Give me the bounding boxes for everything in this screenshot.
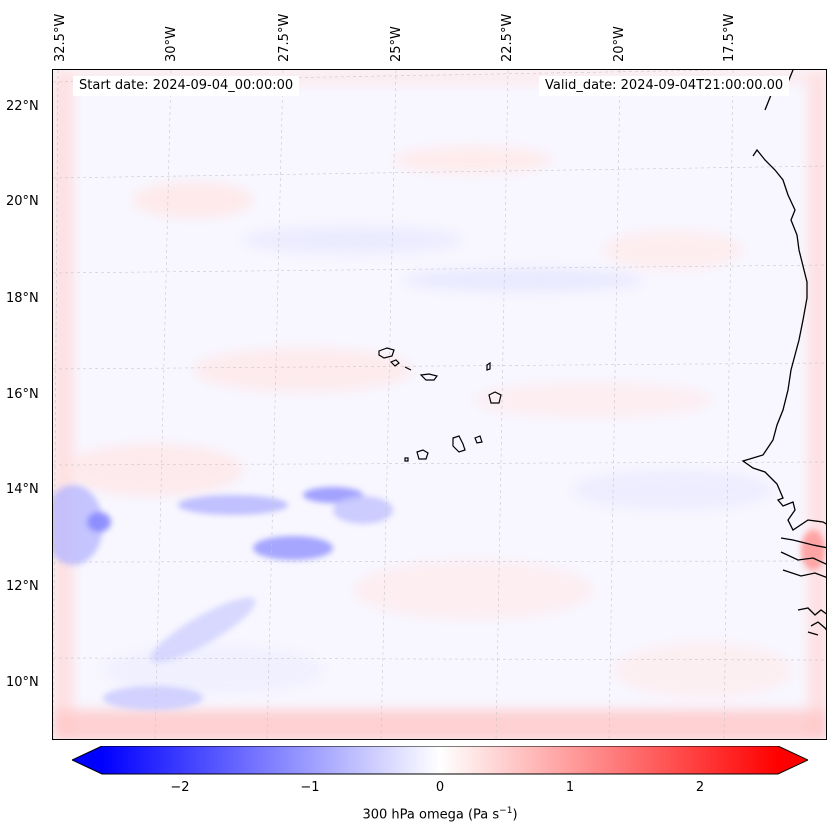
colorbar-tick: −2 [170, 780, 190, 795]
colorbar-tick: −1 [300, 780, 320, 795]
colorbar-label: 300 hPa omega (Pa s−1) [362, 806, 518, 823]
lon-label-27-5w: 27.5°W [277, 13, 292, 62]
lat-label-16n: 16°N [6, 387, 39, 402]
colorbar-tick: 1 [565, 780, 575, 795]
lon-label-22-5w: 22.5°W [500, 13, 515, 62]
colorbar-gradient [102, 746, 778, 774]
lat-label-12n: 12°N [6, 579, 39, 594]
lon-label-32-5w: 32.5°W [53, 13, 68, 62]
colorbar-extend-min [72, 746, 102, 774]
field-patches [53, 70, 826, 739]
lon-label-20w: 20°W [612, 26, 627, 62]
start-date-label: Start date: 2024-09-04_00:00:00 [73, 76, 300, 96]
negative-omega-band [53, 485, 825, 710]
colorbar-extend-max [778, 746, 808, 774]
colorbar-tick: 0 [435, 780, 445, 795]
lon-label-30w: 30°W [164, 26, 179, 62]
valid-date-label: Valid_date: 2024-09-04T21:00:00.00 [539, 76, 790, 96]
lat-label-18n: 18°N [6, 291, 39, 306]
omega-field [53, 70, 826, 739]
lon-label-25w: 25°W [389, 26, 404, 62]
colorbar [72, 746, 808, 775]
lat-label-20n: 20°N [6, 194, 39, 209]
colorbar-tick: 2 [695, 780, 705, 795]
graticule [53, 70, 826, 739]
lat-label-22n: 22°N [6, 99, 39, 114]
lat-label-10n: 10°N [6, 675, 39, 690]
lon-label-17-5w: 17.5°W [722, 13, 737, 62]
map-panel [52, 69, 827, 740]
lat-label-14n: 14°N [6, 482, 39, 497]
colorbar-outline [72, 746, 808, 775]
cape-verde-islands [378, 347, 502, 462]
